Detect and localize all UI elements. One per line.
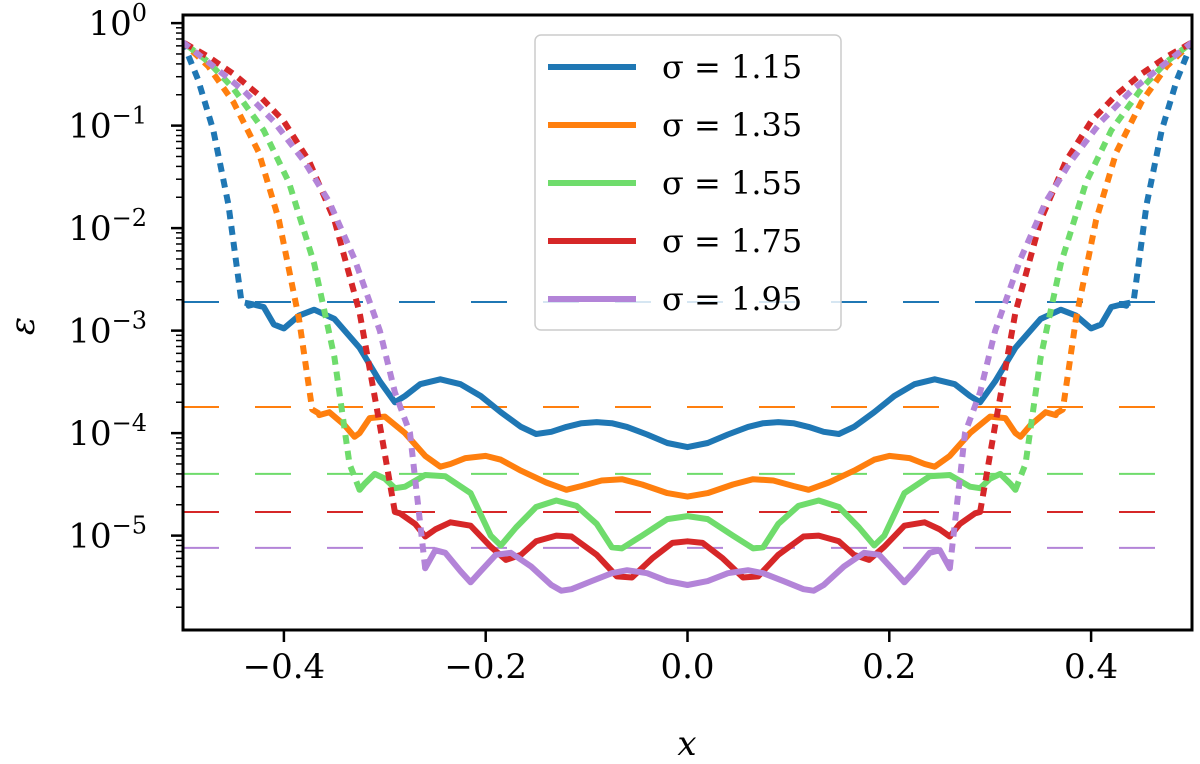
legend-label-3: σ = 1.55 — [662, 164, 802, 202]
y-tick-label: 10−5 — [68, 512, 147, 557]
legend: σ = 1.15 σ = 1.35 σ = 1.55 σ = 1.75 σ = 1.95 — [534, 34, 842, 331]
x-tick-label: 0.4 — [1064, 647, 1118, 687]
series-4-solid — [391, 509, 984, 581]
series-3-dashed-left — [183, 39, 363, 491]
x-axis-ticks: −0.4 −0.2 0.0 0.2 0.4 — [243, 630, 1118, 687]
x-tick-label: −0.2 — [444, 647, 527, 687]
x-axis-label: x — [677, 724, 696, 764]
series-5-dashed-right — [946, 39, 1192, 569]
y-axis-label: ε — [3, 317, 43, 335]
y-tick-label: 10−1 — [68, 102, 147, 147]
y-tick-label: 100 — [88, 0, 147, 44]
series-2-dashed-left — [183, 40, 321, 417]
legend-box — [534, 34, 842, 331]
series-1-solid — [245, 301, 1130, 451]
y-axis-ticks: 100 10−1 10−2 10−3 10−4 10−5 — [68, 0, 183, 609]
legend-label-4: σ = 1.75 — [662, 222, 802, 260]
threshold-lines — [183, 301, 1192, 549]
y-tick-label: 10−2 — [68, 204, 147, 249]
series-5-solid — [422, 547, 953, 594]
series-1-dashed-right — [1120, 41, 1192, 308]
series-2-solid — [316, 409, 1059, 500]
series-group — [183, 39, 1192, 594]
series-2-dashed-right — [1054, 40, 1192, 417]
x-tick-label: 0.0 — [660, 647, 714, 687]
series-3-solid — [356, 470, 1019, 552]
y-tick-label: 10−4 — [68, 409, 147, 454]
series-4-dashed-left — [183, 39, 398, 513]
legend-label-1: σ = 1.15 — [662, 48, 802, 86]
x-tick-label: 0.2 — [862, 647, 916, 687]
series-4-dashed-right — [977, 39, 1192, 513]
legend-label-2: σ = 1.35 — [662, 106, 802, 144]
y-tick-label: 10−3 — [68, 307, 147, 352]
series-1-dashed-left — [183, 41, 255, 308]
x-tick-label: −0.4 — [243, 647, 326, 687]
series-5-dashed-left — [183, 39, 429, 569]
legend-label-5: σ = 1.95 — [662, 280, 802, 318]
series-3-dashed-right — [1012, 39, 1192, 491]
